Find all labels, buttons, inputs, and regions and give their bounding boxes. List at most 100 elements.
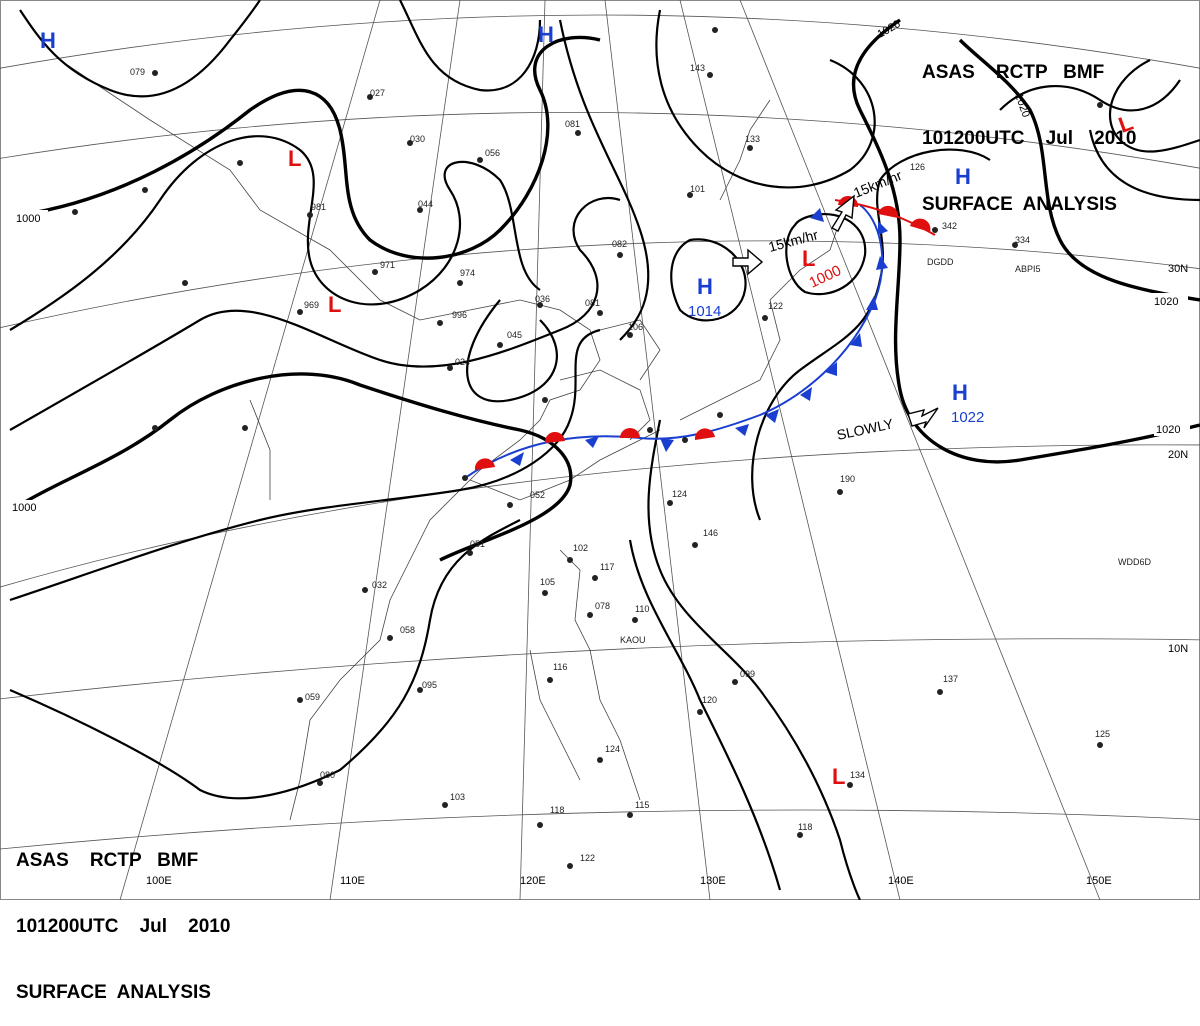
station-label: 118 [798, 822, 812, 832]
station-label: 971 [380, 260, 395, 270]
motion-slowly-label: SLOWLY [835, 415, 895, 443]
motion-annotations: 15km/hr 15km/hr SLOWLY [732, 167, 939, 443]
isobar-1004 [9, 197, 621, 431]
station-markers [72, 27, 1103, 869]
station-label: 101 [690, 184, 705, 194]
station-label: 056 [485, 148, 500, 158]
korea-coast [599, 319, 661, 381]
longitude-line-110e [329, 0, 461, 900]
isobar-1014-high [670, 238, 747, 322]
latitude-line-50n [0, 14, 1200, 69]
station-label: WDD6D [1118, 557, 1151, 567]
station-label: 115 [635, 800, 649, 810]
longitude-label: 130E [700, 875, 726, 887]
station-label: 099 [740, 669, 755, 679]
low-center-icon: L [802, 246, 815, 271]
longitude-label: 100E [146, 875, 172, 887]
longitude-line-130e [604, 0, 711, 900]
latitude-line-30n [0, 240, 1200, 329]
station-label: 044 [418, 199, 433, 209]
station-label: 102 [573, 543, 588, 553]
isobar-1012-ne [655, 9, 876, 189]
high-center-value: 1022 [951, 409, 984, 426]
coastlines [59, 59, 841, 821]
high-center-icon: H [538, 22, 554, 47]
station-label: 133 [745, 134, 760, 144]
cold-front-symbols [510, 208, 888, 466]
station-label: 117 [600, 562, 614, 572]
isobar-ridge-n [558, 19, 650, 341]
china-coast [59, 59, 661, 501]
river-line [249, 399, 271, 500]
header-top: ASAS RCTP BMF 101200UTC Jul 2010 SURFACE… [922, 18, 1136, 238]
station-label: 190 [840, 474, 855, 484]
weather-map: 079 027 081 056 030 101 082 036 081 106 … [0, 0, 1200, 900]
station-label: 981 [311, 202, 326, 212]
longitude-label: 150E [1086, 875, 1112, 887]
high-center-icon: H [952, 380, 968, 405]
low-center-icon: L [288, 146, 301, 171]
station-label: 079 [130, 67, 145, 77]
isobar-label: 1020 [1154, 296, 1178, 308]
latitude-label: 20N [1168, 449, 1188, 461]
station-label: 081 [565, 119, 580, 129]
station-label: 137 [943, 674, 958, 684]
latitude-line-40n [0, 111, 1200, 169]
longitude-label: 140E [888, 875, 914, 887]
high-center-icon: H [40, 28, 56, 53]
longitude-label: 110E [340, 875, 365, 887]
low-center-icon: L [328, 292, 341, 317]
isobar-nw-loop [19, 0, 261, 98]
indochina-coast [289, 479, 471, 821]
station-label: 122 [580, 853, 595, 863]
header-bottom-line3: SURFACE ANALYSIS [16, 982, 211, 1003]
sakhalin-coast [719, 99, 771, 201]
station-label: 045 [507, 330, 522, 340]
high-center-icon: H [697, 274, 713, 299]
station-label: DGDD [927, 257, 954, 267]
high-center-value: 1014 [688, 303, 721, 320]
longitude-line-100e [119, 0, 381, 900]
longitude-line-140e [679, 0, 901, 900]
latitude-label: 30N [1168, 263, 1188, 275]
low-center-icon: L [832, 764, 845, 789]
isobar-1008-east [647, 419, 861, 900]
isobar-1020-east [958, 38, 1200, 302]
latitude-line-10n [0, 638, 1200, 700]
header-bottom-line1: ASAS RCTP BMF [16, 850, 199, 871]
japan-coast [679, 219, 841, 421]
palawan-coast [529, 649, 581, 781]
station-label: 103 [450, 792, 465, 802]
station-label: 030 [410, 134, 425, 144]
header-top-line3: SURFACE ANALYSIS [922, 194, 1117, 215]
station-label: 124 [672, 489, 687, 499]
station-label: 110 [635, 604, 649, 614]
header-bottom-line2: 101200UTC Jul 2010 [16, 916, 231, 937]
isobar-bohai [466, 299, 558, 403]
station-label: 081 [585, 298, 600, 308]
station-label: 059 [305, 692, 320, 702]
station-label: 969 [304, 300, 319, 310]
station-label: 095 [422, 680, 437, 690]
header-bottom: ASAS RCTP BMF 101200UTC Jul 2010 SURFACE… [16, 806, 230, 1026]
isobar-996 [9, 135, 541, 331]
isobar-1008 [9, 328, 601, 602]
isobar-1006-sw [9, 519, 521, 800]
station-label: 051 [470, 539, 485, 549]
high-center-icon: H [955, 164, 971, 189]
station-label: 143 [690, 63, 705, 73]
high-motion-arrow-icon [732, 248, 764, 276]
station-label: 080 [320, 770, 335, 780]
station-label: 106 [628, 322, 643, 332]
station-label: 334 [1015, 235, 1030, 245]
station-label: KAOU [620, 635, 646, 645]
yellow-sea-coast [559, 369, 651, 441]
isobar-ne-loop [1088, 129, 1200, 202]
slowly-arrow-icon [907, 407, 939, 429]
coordinate-labels: 100E 110E 120E 130E 140E 150E 30N 20N 10… [146, 263, 1188, 887]
longitude-label: 120E [520, 875, 546, 887]
station-label: 082 [612, 239, 627, 249]
isobars [9, 0, 1200, 900]
header-top-line1: ASAS RCTP BMF [922, 62, 1105, 83]
station-label: 974 [460, 268, 475, 278]
